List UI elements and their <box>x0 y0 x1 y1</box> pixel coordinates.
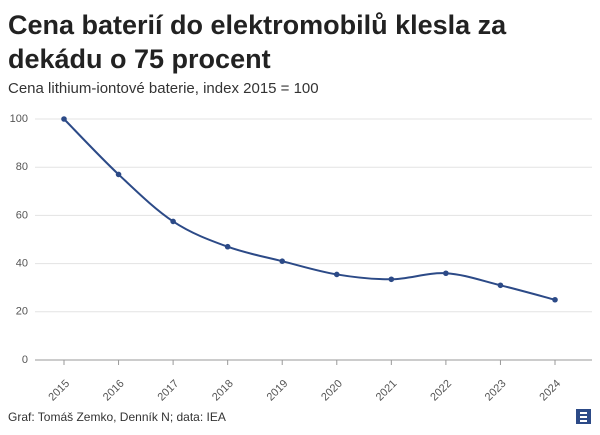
chart-subtitle: Cena lithium-iontové baterie, index 2015… <box>8 80 319 97</box>
x-tick-label: 2023 <box>483 378 509 404</box>
y-tick-label: 40 <box>16 258 28 270</box>
data-point <box>388 276 395 283</box>
x-tick-label: 2024 <box>537 378 563 404</box>
logo <box>576 409 591 424</box>
y-tick-label: 0 <box>22 354 28 366</box>
y-tick-label: 100 <box>10 113 28 125</box>
data-point <box>115 171 122 178</box>
x-tick-label: 2019 <box>265 378 291 404</box>
chart-title: Cena baterií do elektromobilů klesla za … <box>8 10 507 74</box>
x-tick-label: 2018 <box>210 378 236 404</box>
x-tick-label: 2020 <box>319 378 345 404</box>
data-point <box>552 296 558 303</box>
data-point <box>443 270 449 277</box>
x-tick-label: 2022 <box>428 378 454 404</box>
x-tick-label: 2017 <box>155 378 181 404</box>
y-tick-label: 20 <box>16 306 28 318</box>
data-point <box>497 282 504 289</box>
x-tick-label: 2016 <box>101 378 127 404</box>
x-tick-label: 2021 <box>374 378 400 404</box>
source-note: Graf: Tomáš Zemko, Denník N; data: IEA <box>8 410 226 424</box>
data-point <box>279 258 286 264</box>
data-line <box>63 118 556 301</box>
data-point <box>224 243 231 250</box>
data-point <box>333 271 340 278</box>
x-tick-label: 2015 <box>46 378 72 404</box>
y-tick-label: 60 <box>16 209 28 221</box>
y-tick-label: 80 <box>16 161 28 173</box>
data-point <box>61 116 67 122</box>
data-point <box>170 218 176 225</box>
